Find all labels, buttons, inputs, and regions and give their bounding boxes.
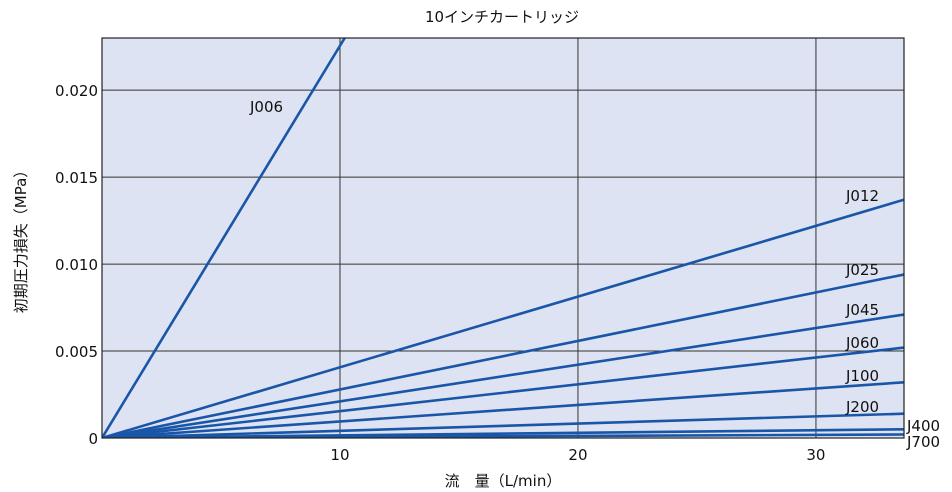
series-label-j060: J060	[845, 334, 879, 352]
series-label-j025: J025	[845, 261, 879, 279]
chart-title: 10インチカートリッジ	[425, 8, 579, 26]
series-label-j200: J200	[845, 398, 879, 416]
tick-labels: 10 20 30 0 0.005 0.010 0.015 0.020	[55, 82, 825, 464]
series-label-j100: J100	[845, 367, 879, 385]
y-tick-label: 0.015	[55, 169, 98, 187]
x-axis-title: 流 量（L/min）	[445, 472, 562, 490]
plot-frame	[101, 37, 905, 439]
series-label-j700: J700	[906, 433, 940, 451]
series-line-j200	[102, 412, 904, 438]
series-label-j006: J006	[249, 98, 283, 116]
series-line-j025	[102, 273, 904, 438]
y-tick-label: 0	[88, 430, 98, 448]
series-line-j045	[102, 313, 904, 438]
gridlines	[102, 38, 904, 438]
series-label-j400: J400	[906, 417, 940, 435]
y-tick-label: 0.005	[55, 343, 98, 361]
x-tick-label: 10	[330, 446, 349, 464]
series-label-j045: J045	[845, 301, 879, 319]
y-tick-label: 0.010	[55, 256, 98, 274]
x-tick-label: 30	[806, 446, 825, 464]
x-tick-label: 20	[568, 446, 587, 464]
series-line-j060	[102, 346, 904, 438]
y-tick-label: 0.020	[55, 82, 98, 100]
series-line-j006	[102, 38, 346, 438]
plot-area	[102, 38, 904, 438]
series-line-j012	[102, 198, 904, 438]
series-line-j100	[102, 381, 904, 438]
series-label-j012: J012	[845, 187, 879, 205]
y-axis-title: 初期圧力損失（MPa）	[12, 163, 30, 314]
